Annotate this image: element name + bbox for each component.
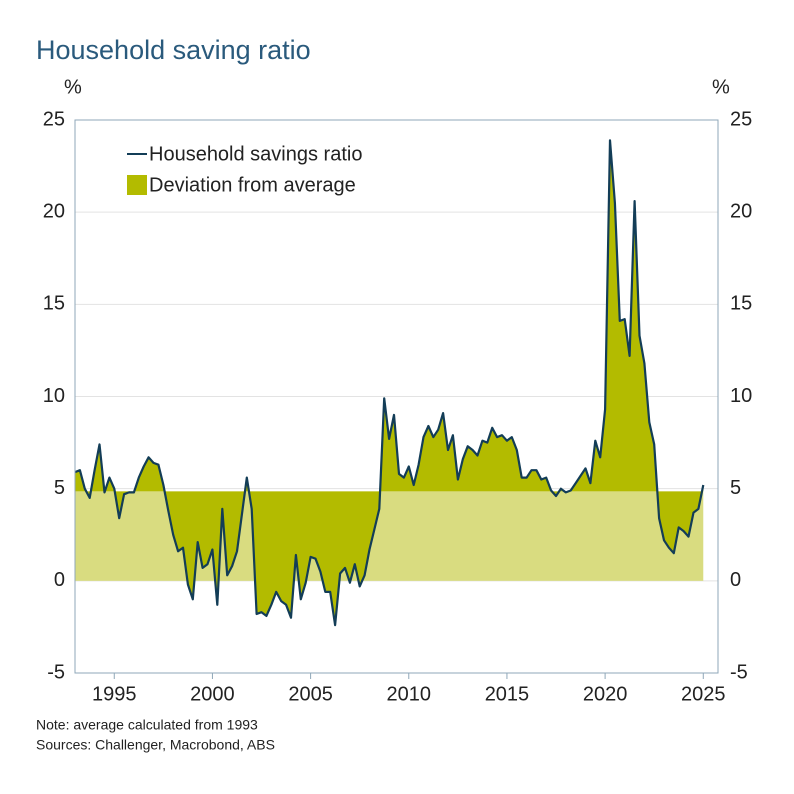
y2-tick-label: 10 (730, 385, 752, 407)
source: Sources: Challenger, Macrobond, ABS (36, 737, 275, 753)
y-tick-label: 20 (43, 200, 65, 222)
y-tick-label: 25 (43, 108, 65, 130)
x-tick-label: 2015 (485, 683, 530, 705)
x-tick-label: 2005 (288, 683, 333, 705)
plot-frame (74, 119, 719, 674)
y-tick-label: 15 (43, 293, 65, 315)
y-axis-label: % (64, 76, 82, 98)
y-tick-label: 10 (43, 385, 65, 407)
y2-tick-label: 25 (730, 108, 752, 130)
x-tick-label: 1995 (92, 683, 137, 705)
x-tick-label: 2000 (190, 683, 235, 705)
deviation-area (75, 140, 704, 626)
y2-tick-label: -5 (730, 661, 748, 683)
y-tick-label: 5 (54, 477, 65, 499)
y-tick-label: 0 (54, 569, 65, 591)
y2-tick-label: 20 (730, 200, 752, 222)
legend-label: Deviation from average (149, 174, 356, 196)
chart-title: Household saving ratio (36, 35, 311, 65)
y2-axis-label: % (712, 76, 730, 98)
x-tick-label: 2020 (583, 683, 628, 705)
x-tick-label: 2025 (681, 683, 726, 705)
series-line (74, 139, 705, 627)
legend-swatch (127, 175, 147, 195)
y2-tick-label: 0 (730, 569, 741, 591)
x-tick-label: 2010 (387, 683, 432, 705)
y2-tick-label: 15 (730, 293, 752, 315)
y2-tick-label: 5 (730, 477, 741, 499)
y-tick-label: -5 (47, 661, 65, 683)
note: Note: average calculated from 1993 (36, 717, 258, 733)
legend-label: Household savings ratio (149, 143, 362, 165)
